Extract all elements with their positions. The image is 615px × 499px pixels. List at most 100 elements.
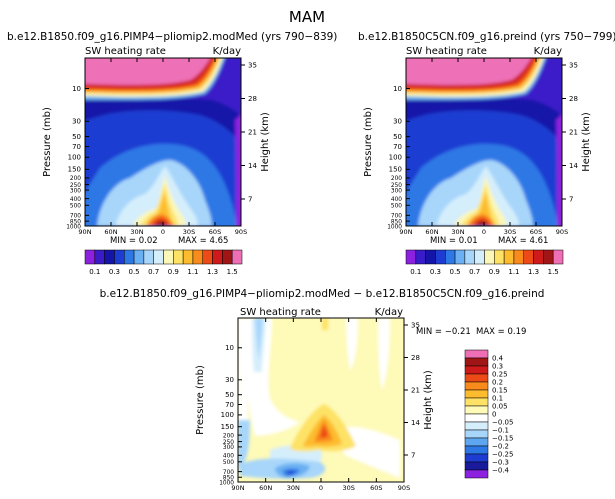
panel-3-colorbar-swatch — [464, 413, 489, 423]
panel-2-max-value: MAX = 4.61 — [498, 236, 548, 246]
panel-3-colorbar-swatch — [464, 397, 489, 407]
axes-layer: 90N 60N 30N 0 30S 60S 90S103050701001502002503… — [42, 58, 592, 492]
panel-1-colorbar-label: 0.7 — [148, 268, 159, 276]
panel-3-colorbar-swatch — [464, 445, 489, 455]
panel-3-area-5 — [346, 318, 358, 370]
panel-3-colorbar-label: 0.3 — [492, 363, 503, 371]
panel-3-y-tick-label: 400 — [223, 454, 234, 460]
panel-2-x-tick-label: 90S — [556, 228, 568, 236]
panel-1-x-tick-label: 60S — [209, 228, 221, 236]
panel-1-colorbar-swatch — [124, 249, 135, 265]
panel-1-y-tick-label: 300 — [70, 188, 81, 194]
panel-1-colorbar-label: 0.1 — [89, 268, 100, 276]
panel-3-y-tick-label: 70 — [225, 401, 234, 409]
panel-3-area-4 — [255, 318, 263, 360]
panel-3-colorbar-swatch — [464, 421, 489, 431]
panel-1: b.e12.B1850.f09_g16.PIMP4−pliomip2.modMe… — [7, 31, 337, 227]
panel-1-colorbar-swatch — [94, 249, 105, 265]
panel-2-colorbar-label: 1.3 — [528, 268, 539, 276]
panel-3-colorbar-label: 0.15 — [492, 387, 508, 395]
panel-3-area-17 — [320, 425, 328, 438]
panel-1-x-tick-label: 0 — [161, 228, 165, 236]
panel-1-x-tick-label: 90N — [78, 228, 91, 236]
panel-1-y-tick-label: 250 — [70, 183, 81, 189]
panel-1-colorbar-swatch — [173, 249, 184, 265]
panel-2-subtitle-right: K/day — [534, 46, 562, 57]
panel-1-y-right-tick-label: 14 — [248, 162, 257, 170]
panel-1-x-tick-label: 60N — [104, 228, 117, 236]
panel-3-area-6 — [378, 318, 390, 390]
panel-3-y-right-tick-label: 21 — [411, 387, 420, 395]
panel-2-y-right-tick-label: 21 — [569, 129, 578, 137]
panel-2-y-right-tick-label: 35 — [569, 62, 578, 70]
panel-3-y-tick-label: 500 — [223, 460, 234, 466]
panel-2-colorbar-swatch — [405, 249, 417, 265]
panel-1-colorbar-label: 0.9 — [168, 268, 179, 276]
panel-1-colorbar-swatch — [153, 249, 164, 265]
panel-1-y-tick-label: 1000 — [66, 224, 81, 230]
panel-2-x-tick-label: 90N — [399, 228, 412, 236]
panel-1-colorbar-label: 1.3 — [207, 268, 218, 276]
panel-3-area-7 — [238, 420, 250, 470]
panel-1-x-tick-label: 90S — [235, 228, 247, 236]
panel-3-colorbar-label: 0 — [492, 411, 496, 419]
panel-3-x-tick-label: 60N — [259, 484, 272, 492]
panel-3-y-right-tick-label: 28 — [411, 354, 420, 362]
panel-3-y-tick-label: 50 — [225, 391, 234, 399]
panel-3-y-tick-label: 100 — [221, 411, 234, 419]
panel-3-y-right-tick-label: 14 — [411, 419, 420, 427]
panel-1-colorbar-swatch — [212, 249, 223, 265]
panel-1-y-right-tick-label: 21 — [248, 129, 257, 137]
panel-3-y-tick-label: 10 — [225, 344, 234, 352]
panel-1-y-tick-label: 150 — [68, 166, 81, 174]
panel-2-band-11 — [556, 114, 562, 226]
panel-3-x-tick-label: 90S — [398, 484, 410, 492]
panel-1-colorbar-swatch — [182, 249, 194, 265]
panel-3-title: b.e12.B1850.f09_g16.PIMP4−pliomip2.modMe… — [100, 288, 545, 300]
panel-2-y-tick-label: 300 — [391, 188, 402, 194]
panel-1-y-right-tick-label: 35 — [248, 62, 257, 70]
panel-1-colorbar-label: 0.3 — [109, 268, 120, 276]
panel-1-y-tick-label: 400 — [70, 197, 81, 203]
panel-2-colorbar-swatch — [415, 249, 426, 265]
panel-3-colorbar-swatch — [464, 469, 489, 479]
panel-1-colorbar-swatch — [143, 249, 154, 265]
panel-3-plot-area — [238, 318, 404, 482]
panel-2-colorbar-swatch — [523, 249, 534, 265]
panel-3-colorbar-swatch — [464, 381, 489, 391]
panel-3-y-tick-label: 30 — [225, 376, 234, 384]
panel-1-y-tick-label: 500 — [70, 204, 81, 210]
panel-2-y-tick-label: 10 — [393, 85, 402, 93]
panel-3-colorbar-label: 0.25 — [492, 371, 508, 379]
panel-1-colorbar-swatch — [222, 249, 233, 265]
panel-3-y-tick-label: 200 — [223, 433, 234, 439]
panel-3-y-axis-label-right: Height (km) — [423, 370, 434, 430]
page-title: MAM — [289, 8, 325, 26]
panel-3-colorbar-swatch — [464, 357, 489, 367]
panel-2-x-tick-label: 30N — [451, 228, 464, 236]
panel-1-y-tick-label: 700 — [70, 214, 81, 220]
panel-2-y-axis-label: Pressure (mb) — [363, 107, 374, 177]
panel-3-y-tick-label: 150 — [221, 423, 234, 431]
panel-2-colorbar-label: 1.1 — [508, 268, 519, 276]
panel-1-y-tick-label: 10 — [72, 85, 81, 93]
panel-2-colorbar-swatch — [484, 249, 495, 265]
panel-1-colorbar-swatch — [192, 249, 203, 265]
panel-1-min-value: MIN = 0.02 — [110, 236, 158, 246]
panel-2-y-tick-label: 30 — [393, 118, 402, 126]
panel-3-colorbar-label: −0.25 — [492, 451, 513, 459]
panel-2-colorbar-swatch — [513, 249, 524, 265]
panel-3-x-tick-label: 0 — [319, 484, 323, 492]
panel-3-y-tick-label: 1000 — [219, 480, 234, 486]
panel-2-y-tick-label: 150 — [389, 166, 402, 174]
panel-1-colorbar-swatch — [202, 249, 213, 265]
panel-3-colorbar-label: 0.4 — [492, 355, 504, 363]
panel-2-y-tick-label: 50 — [393, 133, 402, 141]
panel-3-colorbar-swatch — [464, 349, 489, 359]
panel-2-x-tick-label: 30S — [504, 228, 516, 236]
panel-3-colorbar-label: 0.2 — [492, 379, 503, 387]
panel-2-y-tick-label: 400 — [391, 197, 402, 203]
panel-2-colorbar-label: 0.1 — [410, 268, 421, 276]
panel-3-y-right-tick-label: 35 — [411, 322, 420, 330]
